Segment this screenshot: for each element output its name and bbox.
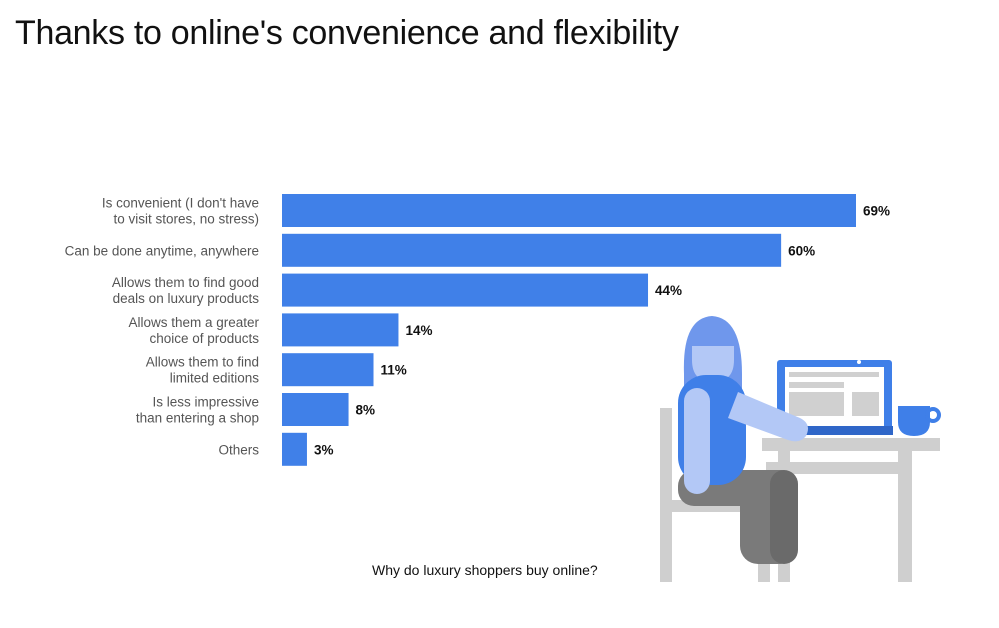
value-label: 69%: [863, 204, 890, 219]
category-label: deals on luxury products: [113, 291, 260, 306]
category-label: Is convenient (I don't have: [102, 196, 259, 211]
bar: [282, 432, 307, 466]
bar: [282, 273, 649, 307]
bar: [282, 353, 374, 387]
category-label: Allows them to find: [146, 355, 259, 370]
bar: [282, 194, 856, 227]
category-label: Is less impressive: [152, 395, 259, 410]
category-label: than entering a shop: [136, 411, 259, 426]
bar: [282, 233, 782, 267]
category-label: Allows them to find good: [112, 275, 259, 290]
coffee-cup-icon: [898, 406, 941, 436]
category-label: Others: [218, 442, 259, 457]
category-label: choice of products: [149, 331, 259, 346]
category-label: Allows them a greater: [128, 315, 259, 330]
bar: [282, 313, 399, 347]
person-icon: [678, 316, 808, 564]
laptop-icon: [777, 360, 893, 435]
page-title: Thanks to online's convenience and flexi…: [15, 14, 679, 52]
value-label: 60%: [788, 243, 815, 258]
value-label: 44%: [655, 283, 682, 298]
chart-caption: Why do luxury shoppers buy online?: [372, 562, 598, 578]
value-label: 14%: [405, 323, 432, 338]
category-label: to visit stores, no stress): [113, 212, 259, 227]
bar: [282, 393, 349, 426]
category-label: limited editions: [170, 371, 260, 386]
value-label: 3%: [314, 442, 334, 457]
category-label: Can be done anytime, anywhere: [65, 243, 259, 258]
value-label: 8%: [356, 403, 376, 418]
value-label: 11%: [381, 363, 407, 378]
